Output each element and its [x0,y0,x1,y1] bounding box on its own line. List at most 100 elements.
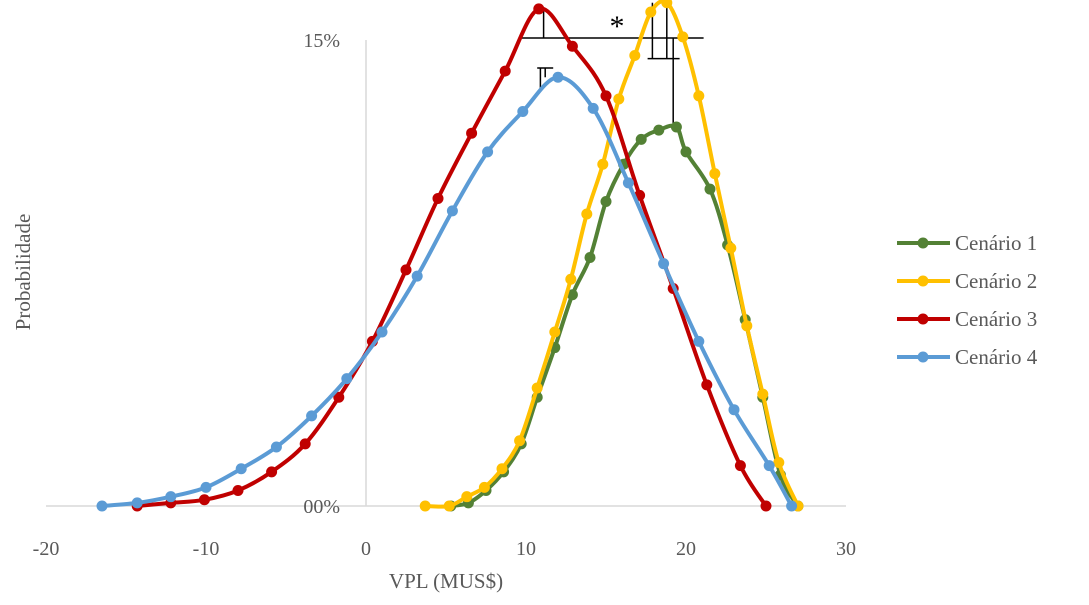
data-point [658,258,670,270]
data-point [709,168,721,180]
data-point [701,379,713,391]
data-point [266,466,278,478]
data-point [741,320,753,332]
series-line [425,0,800,509]
x-tick-label: 20 [676,538,696,560]
data-point [306,410,318,422]
x-tick-label: 10 [516,538,536,560]
x-axis-title: VPL (MUS$) [389,569,503,593]
data-point [165,491,177,503]
data-point [645,6,657,18]
legend-swatch-marker [917,275,929,287]
data-point [680,146,692,158]
legend-label: Cenário 4 [955,345,1038,369]
data-point [376,326,388,338]
legend-label: Cenário 2 [955,269,1037,293]
data-point [597,158,609,170]
series-layer [96,0,804,512]
data-point [600,196,612,208]
y-tick-label: 00% [303,496,340,518]
legend-swatch-marker [917,237,929,249]
data-point [677,31,689,43]
data-point [446,205,458,217]
data-point [661,0,673,9]
data-point [96,500,108,512]
data-point [333,391,345,403]
legend-item: Cenário 3 [897,307,1037,331]
data-point [200,481,212,493]
significance-marker: * [610,10,625,43]
data-point [443,500,455,512]
data-point [517,105,529,117]
data-point [531,382,543,394]
legend-swatch-marker [917,313,929,325]
data-point [763,460,775,472]
data-point [693,335,705,347]
data-point [693,90,705,102]
x-tick-label: 0 [361,538,371,560]
data-point [704,183,716,195]
data-point [600,90,612,102]
data-point [270,441,282,453]
data-point [629,50,641,62]
legend-swatch-marker [917,351,929,363]
data-point [466,127,478,139]
data-point [499,65,511,77]
legend-item: Cenário 2 [897,269,1037,293]
series-line [137,6,768,508]
series-4 [96,71,798,512]
legend-label: Cenário 3 [955,307,1037,331]
data-point [581,208,593,220]
data-point [773,457,785,469]
data-point [482,146,494,158]
legend-item: Cenário 1 [897,231,1037,255]
data-point [786,500,798,512]
data-point [549,326,561,338]
data-point [584,251,596,263]
data-point [131,497,143,509]
series-3 [131,3,772,512]
x-tick-label: -20 [33,538,60,560]
data-point [235,463,247,475]
data-point [299,438,311,450]
data-point [533,3,545,15]
data-point [419,500,431,512]
data-point [566,40,578,52]
data-point [432,192,444,204]
legend-item: Cenário 4 [897,345,1038,369]
x-tick-label: -10 [193,538,220,560]
data-point [341,373,353,385]
data-point [653,124,665,136]
data-point [734,460,746,472]
tick-labels: -20 -10 0 10 20 30 00% 15% [33,30,856,560]
data-point [587,102,599,114]
data-point [514,435,526,447]
series-2 [419,0,804,512]
data-point [725,242,737,254]
data-point [760,500,772,512]
data-point [728,404,740,416]
data-point [566,289,578,301]
data-point [635,133,647,145]
legend: Cenário 1 Cenário 2 Cenário 3 Cenário 4 [897,231,1038,369]
data-point [565,273,577,285]
x-tick-label: 30 [836,538,856,560]
y-axis-title: Probabilidade [11,214,35,331]
data-point [670,121,682,133]
data-point [478,481,490,493]
data-point [232,484,244,496]
data-point [400,264,412,276]
data-point [496,463,508,475]
data-point [411,270,423,282]
data-point [757,388,769,400]
data-point [198,494,210,506]
data-point [552,71,564,83]
significance-annotation: * [521,2,704,127]
data-point [613,93,625,105]
data-point [622,177,634,189]
legend-label: Cenário 1 [955,231,1037,255]
series-line [101,75,794,508]
y-tick-label: 15% [303,30,340,52]
